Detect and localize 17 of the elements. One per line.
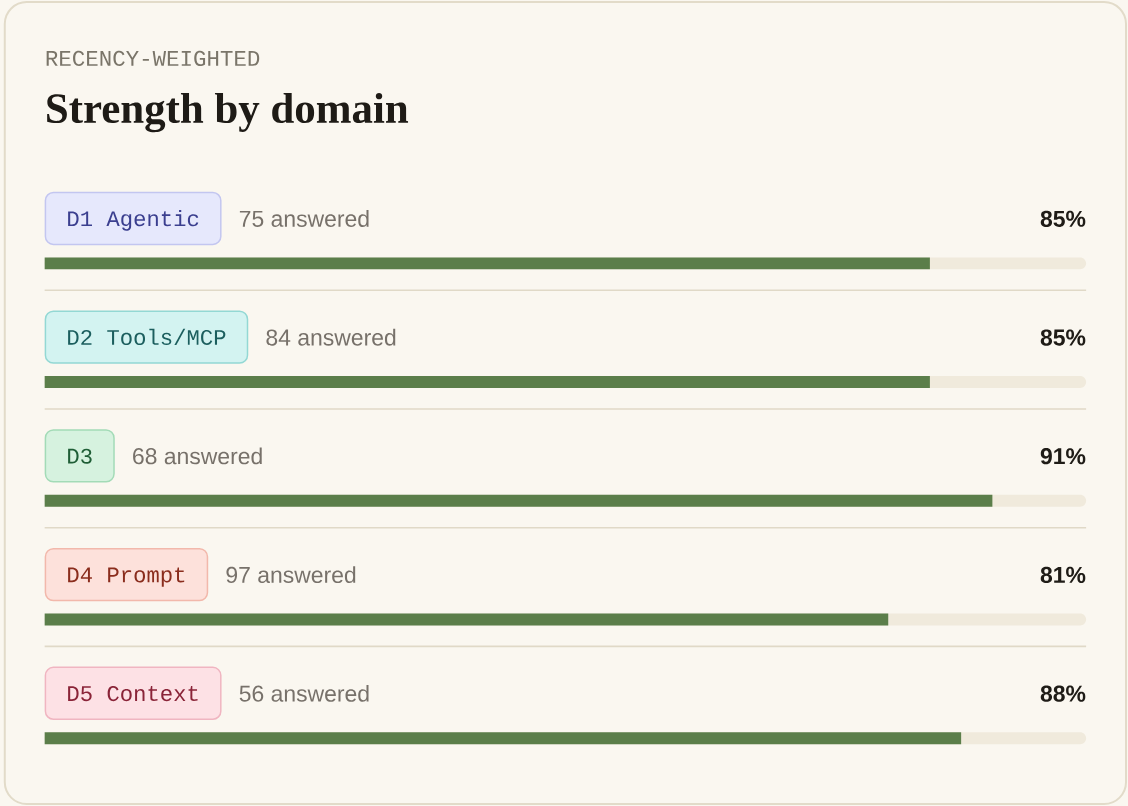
- annotation: 56 answered: [239, 684, 369, 702]
- data-label: 81%: [1040, 566, 1086, 584]
- y-tick-label: D1 Agentic: [68, 209, 199, 231]
- y-tick-label: D4 Prompt: [68, 567, 185, 587]
- annotation: 97 answered: [226, 566, 356, 584]
- data-label: 91%: [1040, 448, 1086, 465]
- annotation: 84 answered: [266, 328, 396, 346]
- data-label: 85%: [1040, 210, 1086, 227]
- y-tick-label: D2 Tools/MCP: [68, 328, 226, 346]
- data-label: 85%: [1040, 329, 1086, 346]
- y-tick-label: D5 Context: [68, 686, 198, 702]
- chart-subtitle: RECENCY-WEIGHTED: [46, 50, 260, 67]
- annotation: 68 answered: [133, 447, 262, 465]
- annotation: 75 answered: [239, 210, 369, 227]
- y-tick-label: D3: [68, 448, 92, 464]
- chart-title: Strength by domain: [47, 92, 409, 133]
- data-label: 88%: [1040, 685, 1086, 702]
